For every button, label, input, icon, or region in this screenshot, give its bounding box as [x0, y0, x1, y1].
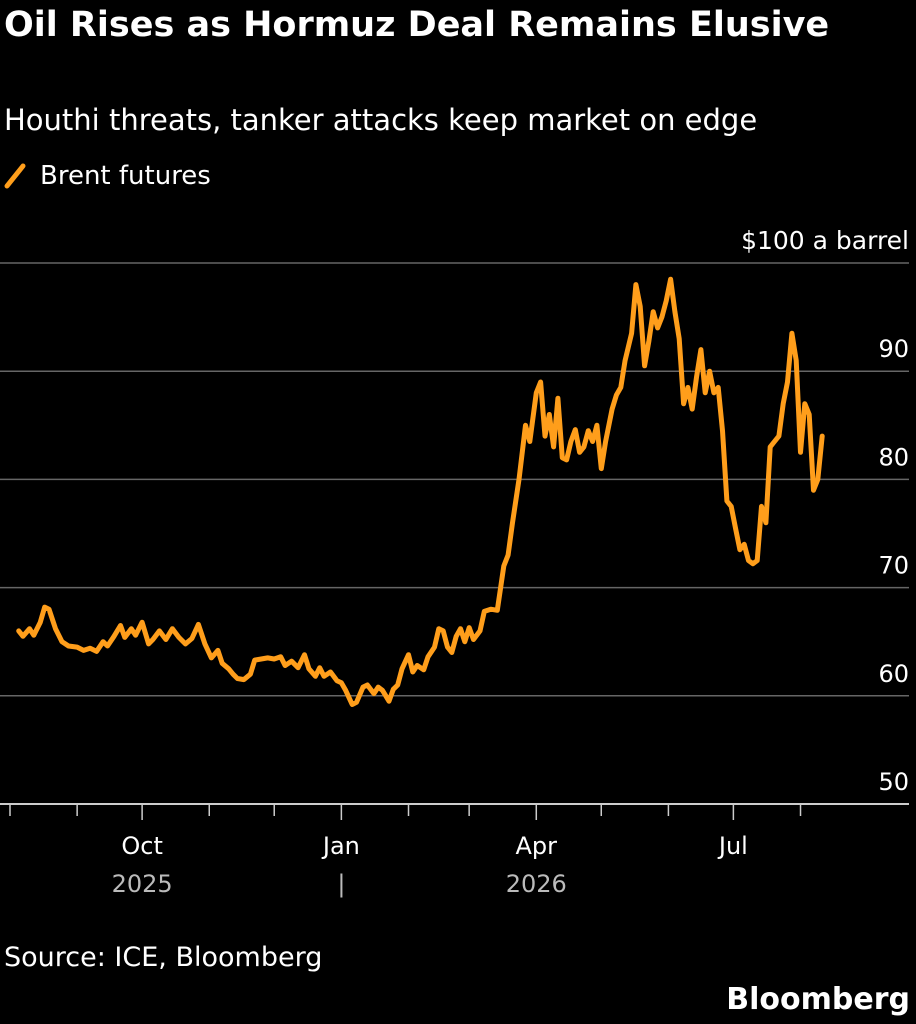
series-layer — [16, 276, 825, 707]
legend-label: Brent futures — [40, 161, 211, 191]
year-label-2026: 2026 — [506, 870, 567, 898]
y-tick-label-70: 70 — [878, 552, 909, 580]
y-tick-label-100: $100 a barrel — [741, 226, 909, 255]
legend-swatch — [4, 163, 26, 189]
source-note: Source: ICE, Bloomberg — [4, 942, 323, 973]
x-tick-label-apr: Apr — [516, 832, 558, 860]
year-label-2025: 2025 — [112, 870, 173, 898]
y-tick-label-90: 90 — [878, 335, 909, 363]
bloomberg-logo: Bloomberg — [726, 982, 910, 1017]
y-tick-label-80: 80 — [878, 443, 909, 471]
x-tick-label-oct: Oct — [121, 832, 163, 860]
legend: Brent futures — [4, 156, 211, 196]
chart-title: Oil Rises as Hormuz Deal Remains Elusive — [4, 5, 830, 45]
gridlines — [0, 262, 909, 805]
y-tick-label-50: 50 — [878, 768, 909, 796]
x-tick-label-jan: Jan — [321, 832, 360, 860]
y-axis: $100 a barrel 90 80 70 60 50 — [741, 226, 909, 796]
y-tick-label-60: 60 — [878, 660, 909, 688]
chart-subtitle: Houthi threats, tanker attacks keep mark… — [4, 103, 758, 137]
x-axis: Oct Jan Apr Jul 2025 | 2026 — [9, 804, 802, 898]
x-tick-label-jul: Jul — [717, 832, 748, 860]
year-label-divider: | — [337, 870, 345, 898]
series-line-brent-futures — [16, 276, 825, 707]
